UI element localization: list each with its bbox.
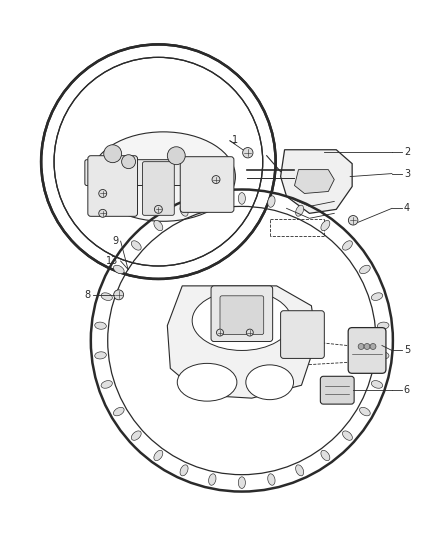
Ellipse shape — [131, 241, 141, 250]
Circle shape — [370, 343, 376, 350]
Ellipse shape — [208, 196, 216, 207]
Ellipse shape — [371, 381, 383, 388]
Text: 13: 13 — [106, 256, 119, 266]
Circle shape — [114, 290, 124, 300]
Ellipse shape — [343, 241, 353, 250]
Ellipse shape — [154, 221, 163, 231]
Ellipse shape — [131, 431, 141, 440]
Circle shape — [364, 343, 370, 350]
Ellipse shape — [180, 205, 188, 216]
Circle shape — [104, 145, 122, 163]
Circle shape — [216, 329, 223, 336]
FancyBboxPatch shape — [211, 286, 273, 342]
Text: 4: 4 — [404, 204, 410, 213]
Ellipse shape — [268, 474, 275, 485]
Ellipse shape — [296, 465, 304, 476]
Circle shape — [122, 155, 135, 168]
Circle shape — [99, 190, 107, 197]
Ellipse shape — [177, 364, 237, 401]
Ellipse shape — [343, 431, 353, 440]
Text: 2: 2 — [404, 147, 410, 157]
FancyBboxPatch shape — [142, 161, 174, 215]
Ellipse shape — [192, 291, 292, 351]
Ellipse shape — [321, 221, 330, 231]
Circle shape — [358, 343, 364, 350]
Ellipse shape — [360, 407, 370, 416]
Ellipse shape — [91, 132, 235, 221]
FancyBboxPatch shape — [88, 156, 138, 216]
Text: 6: 6 — [404, 385, 410, 395]
FancyBboxPatch shape — [220, 296, 264, 335]
Ellipse shape — [378, 322, 389, 329]
Text: 8: 8 — [85, 290, 91, 300]
Ellipse shape — [154, 450, 163, 461]
FancyBboxPatch shape — [85, 160, 232, 185]
Text: 3: 3 — [404, 168, 410, 179]
Ellipse shape — [246, 365, 293, 400]
FancyBboxPatch shape — [348, 328, 386, 373]
Polygon shape — [281, 150, 352, 213]
Ellipse shape — [371, 293, 383, 301]
FancyBboxPatch shape — [320, 376, 354, 404]
Ellipse shape — [180, 465, 188, 476]
Text: 9: 9 — [113, 236, 119, 246]
Ellipse shape — [321, 450, 330, 461]
Circle shape — [155, 205, 162, 213]
Circle shape — [92, 190, 392, 490]
Ellipse shape — [238, 477, 245, 488]
Ellipse shape — [296, 205, 304, 216]
Ellipse shape — [113, 265, 124, 274]
Text: 5: 5 — [404, 345, 410, 356]
FancyBboxPatch shape — [281, 311, 324, 358]
Ellipse shape — [268, 196, 275, 207]
Ellipse shape — [113, 407, 124, 416]
Circle shape — [42, 45, 275, 278]
Ellipse shape — [95, 322, 106, 329]
Circle shape — [246, 329, 253, 336]
Circle shape — [348, 215, 358, 225]
Circle shape — [243, 148, 253, 158]
Ellipse shape — [101, 381, 113, 388]
Ellipse shape — [360, 265, 370, 274]
Ellipse shape — [378, 352, 389, 359]
Circle shape — [167, 147, 185, 165]
Text: 1: 1 — [232, 135, 238, 145]
Circle shape — [99, 209, 107, 217]
Ellipse shape — [95, 352, 106, 359]
FancyBboxPatch shape — [180, 157, 234, 212]
Polygon shape — [167, 286, 316, 398]
Circle shape — [212, 175, 220, 183]
Ellipse shape — [208, 474, 216, 485]
Ellipse shape — [238, 192, 245, 204]
Polygon shape — [294, 169, 334, 193]
Ellipse shape — [101, 293, 113, 301]
